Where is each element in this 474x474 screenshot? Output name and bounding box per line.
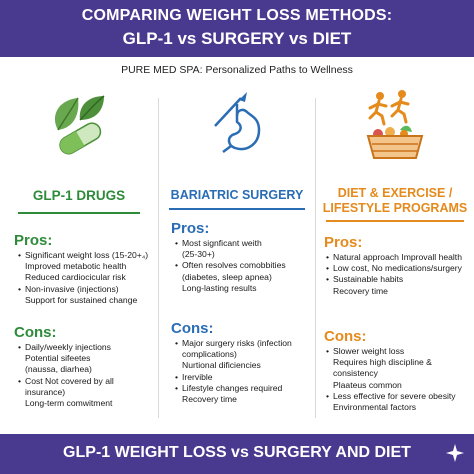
- runners-basket-icon: [366, 90, 424, 159]
- page-title-line2: GLP-1 vs SURGERY vs DIET: [122, 29, 352, 48]
- list-item: Often resolves comobbities(diabetes, sle…: [175, 260, 313, 294]
- page-title-line1: COMPARING WEIGHT LOSS METHODS:: [81, 7, 393, 24]
- sparkle-icon: [446, 444, 464, 462]
- list-item: Low cost, No medications/surgery: [326, 263, 474, 274]
- pros-list: Natural approach Improvall health Low co…: [326, 252, 474, 297]
- column-surgery: BARIATRIC SURGERY Pros: Most signficant …: [159, 90, 315, 430]
- list-item: Major surgery risks (infectioncomplicati…: [175, 338, 313, 372]
- pros-label: Pros:: [14, 232, 53, 249]
- column-glp1: GLP-1 DRUGS Pros: Significant weight los…: [0, 90, 158, 430]
- leaf-capsule-icon: [54, 95, 105, 155]
- pros-label: Pros:: [324, 234, 363, 251]
- column-diet: DIET & EXERCISE / LIFESTYLE PROGRAMS Pro…: [316, 90, 474, 430]
- cons-label: Cons:: [14, 324, 57, 341]
- title-underline: [326, 220, 464, 222]
- footer-banner: GLP-1 WEIGHT LOSS vs SURGERY AND DIET: [0, 434, 474, 474]
- list-item: Less effective for severe obesityEnviron…: [326, 391, 474, 413]
- list-item: Irervible: [175, 372, 313, 383]
- column-title: BARIATRIC SURGERY: [170, 188, 304, 202]
- column-divider: [315, 98, 316, 418]
- list-item: Significant weight loss (15-20+₄)Improve…: [18, 250, 156, 284]
- cons-list: Major surgery risks (infectioncomplicati…: [175, 338, 313, 405]
- column-divider: [158, 98, 159, 418]
- pros-list: Most signficant weith(25-30+) Often reso…: [175, 238, 313, 294]
- subtitle: PURE MED SPA: Personalized Paths to Well…: [121, 64, 353, 76]
- pros-label: Pros:: [171, 220, 210, 237]
- list-item: Most signficant weith(25-30+): [175, 238, 313, 260]
- header-banner: COMPARING WEIGHT LOSS METHODS: GLP-1 vs …: [0, 0, 474, 57]
- title-underline: [169, 208, 305, 210]
- cons-label: Cons:: [324, 328, 367, 345]
- stomach-scalpel-icon: [214, 92, 261, 153]
- column-title: GLP-1 DRUGS: [32, 188, 126, 203]
- list-item: Cost Not covered by all insurance)Long-t…: [18, 376, 156, 410]
- column-title: DIET & EXERCISE / LIFESTYLE PROGRAMS: [322, 186, 468, 215]
- list-item: Natural approach Improvall health: [326, 252, 474, 263]
- list-item: Non-invasive (injections)Support for sus…: [18, 284, 156, 306]
- title-underline: [18, 212, 140, 214]
- cons-label: Cons:: [171, 320, 214, 337]
- footer-title: GLP-1 WEIGHT LOSS vs SURGERY AND DIET: [63, 444, 411, 461]
- pros-list: Significant weight loss (15-20+₄)Improve…: [18, 250, 156, 306]
